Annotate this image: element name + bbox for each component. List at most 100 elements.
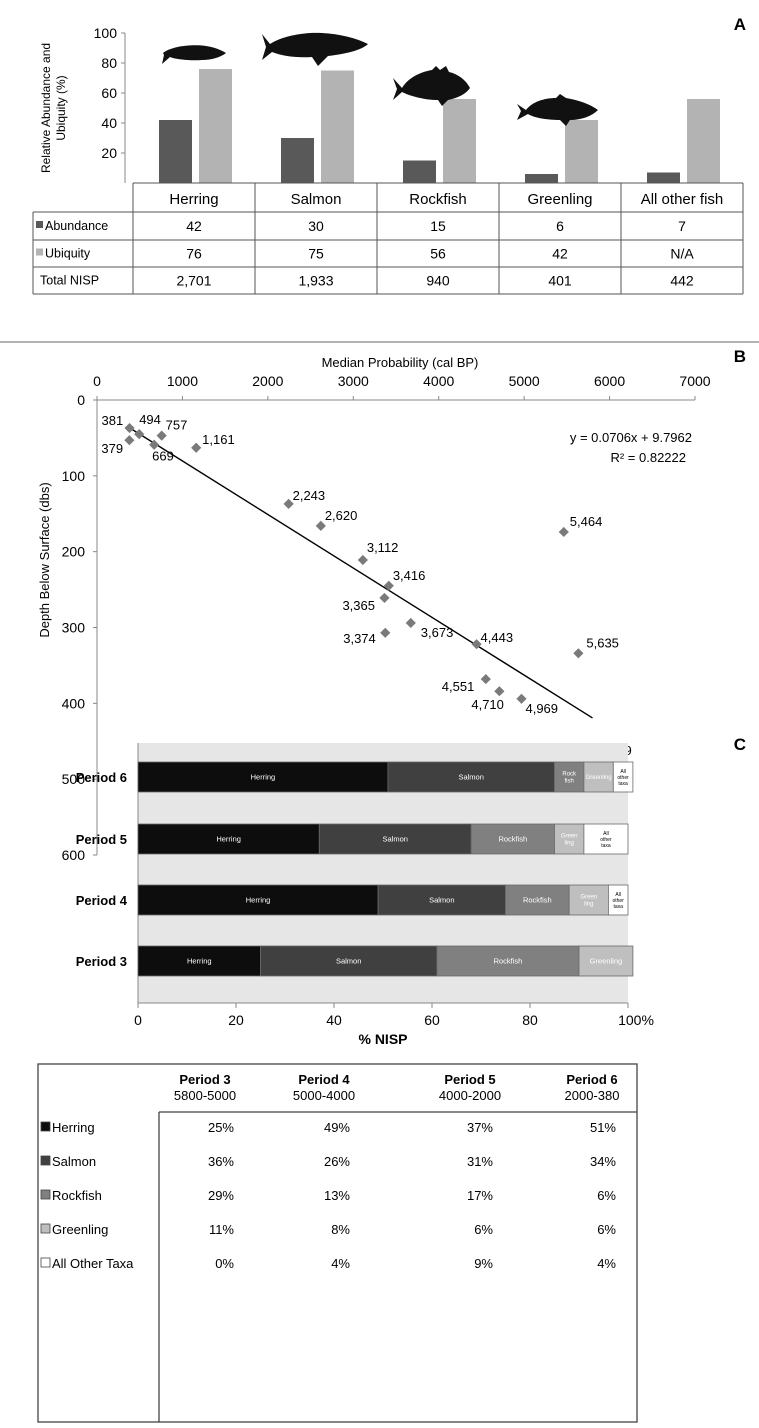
panel-a-chart: 20 40 60 80 100 Relative Abundance and Ubiquit… xyxy=(39,25,720,183)
column-header-period: Period 4 xyxy=(298,1072,350,1087)
y-tick-label: 40 xyxy=(101,115,117,131)
y-axis-title: Depth Below Surface (dbs) xyxy=(37,482,52,637)
row-label: All Other Taxa xyxy=(52,1256,134,1271)
data-point xyxy=(124,422,135,434)
table-cell: 56 xyxy=(430,246,446,262)
point-label: 4,969 xyxy=(525,701,558,716)
table-cell: 76 xyxy=(186,246,202,262)
legend-swatch xyxy=(40,1121,51,1132)
point-label: 494 xyxy=(139,412,161,427)
data-point xyxy=(494,686,505,697)
stack-segment-rockfish xyxy=(554,761,585,793)
segment-label: Herring xyxy=(216,835,241,844)
data-point xyxy=(383,580,394,591)
column-header-period: Period 3 xyxy=(179,1072,230,1087)
table-cell: 49% xyxy=(324,1120,350,1135)
x-axis-title: % NISP xyxy=(358,1031,407,1047)
y-axis-label: Relative Abundance and xyxy=(39,43,53,173)
x-tick-label: 80 xyxy=(522,1012,538,1028)
period-label: Period 6 xyxy=(76,770,127,785)
table-cell: 6% xyxy=(597,1222,616,1237)
column-header-range: 5800-5000 xyxy=(174,1088,236,1103)
point-label: 3,365 xyxy=(342,598,375,613)
data-point xyxy=(156,430,167,441)
column-header: Salmon xyxy=(291,191,342,208)
point-label: 757 xyxy=(166,418,188,433)
stack-segment-salmon xyxy=(260,945,438,977)
column-header: Rockfish xyxy=(409,191,467,208)
table-cell: 7 xyxy=(678,218,686,234)
table-cell: 940 xyxy=(426,273,450,289)
stack-segment-rockfish xyxy=(436,945,580,977)
greenling-silhouette-icon xyxy=(517,94,598,126)
point-label: 3,112 xyxy=(367,540,399,555)
segment-label: Salmon xyxy=(383,835,408,844)
table-cell: 30 xyxy=(308,218,324,234)
bar-ubiquity xyxy=(443,99,476,183)
table-cell: 6 xyxy=(556,218,564,234)
bar-ubiquity xyxy=(321,70,354,183)
data-point xyxy=(405,617,416,629)
period-label: Period 4 xyxy=(76,893,128,908)
segment-label: other xyxy=(600,837,612,843)
segment-label: Rockfish xyxy=(523,896,552,905)
table-frame xyxy=(37,1063,638,1423)
table-cell: 31% xyxy=(467,1154,493,1169)
stack-segment-all-other-taxa xyxy=(583,823,629,855)
point-label: 4,710 xyxy=(471,697,504,712)
segment-label: Salmon xyxy=(458,773,483,782)
segment-label: ling xyxy=(584,902,593,908)
bar-abundance xyxy=(281,138,314,183)
legend-swatch xyxy=(40,1257,51,1268)
data-point xyxy=(558,526,569,538)
table-cell: 4% xyxy=(331,1256,350,1271)
table-cell: 8% xyxy=(331,1222,350,1237)
herring-silhouette-icon xyxy=(160,45,226,64)
legend-swatch xyxy=(36,221,43,228)
stack-segment-herring xyxy=(137,884,379,916)
table-cell: 9% xyxy=(474,1256,493,1271)
segment-label: Green xyxy=(580,895,597,901)
column-header-period: Period 5 xyxy=(444,1072,495,1087)
segment-label: Rockfish xyxy=(498,835,527,844)
stack-segment-rockfish xyxy=(505,884,570,916)
panel-letter-c: C xyxy=(734,735,746,754)
stack-segment-salmon xyxy=(377,884,506,916)
table-cell: 26% xyxy=(324,1154,350,1169)
segment-label: other xyxy=(612,898,624,904)
table-cell: 442 xyxy=(670,273,694,289)
segment-label: All xyxy=(603,831,609,837)
table-cell: 0% xyxy=(215,1256,234,1271)
rockfish-silhouette-icon xyxy=(393,66,470,106)
data-point xyxy=(471,639,482,650)
segment-label: Herring xyxy=(187,957,212,966)
point-label: 3,673 xyxy=(421,625,454,640)
table-cell: 75 xyxy=(308,246,324,262)
segment-label: Green xyxy=(561,834,578,840)
data-point xyxy=(191,442,202,453)
column-header: All other fish xyxy=(641,191,724,208)
column-header-range: 4000-2000 xyxy=(439,1088,501,1103)
segment-label: other xyxy=(617,775,629,781)
bar-abundance xyxy=(525,174,558,183)
point-label: 2,243 xyxy=(293,488,326,503)
segment-label: fish xyxy=(565,779,574,785)
stack-segment-rockfish xyxy=(470,823,555,855)
salmon-silhouette-icon xyxy=(262,32,368,66)
trendline xyxy=(129,427,593,719)
table-cell: 11% xyxy=(209,1222,234,1237)
x-tick-label: 60 xyxy=(424,1012,440,1028)
table-cell: N/A xyxy=(670,246,694,262)
legend-swatch xyxy=(40,1223,51,1234)
x-tick-label: 0 xyxy=(93,373,101,389)
stack-segment-salmon xyxy=(387,761,555,793)
point-label: 2,620 xyxy=(325,508,358,523)
table-cell: 401 xyxy=(548,273,572,289)
table-cell: 25% xyxy=(208,1120,234,1135)
y-tick-label: 60 xyxy=(101,85,117,101)
stack-segment-herring xyxy=(137,945,261,977)
table-cell: 17% xyxy=(467,1188,493,1203)
x-tick-label: 2000 xyxy=(252,373,283,389)
y-tick-label: 500 xyxy=(62,771,86,787)
